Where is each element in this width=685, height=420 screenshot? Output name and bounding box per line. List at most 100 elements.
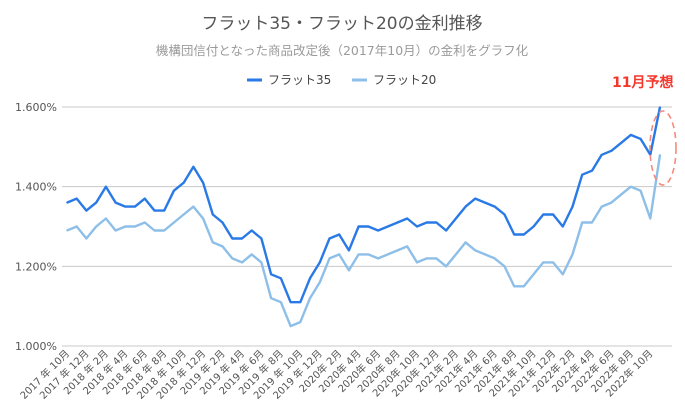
data-point [581, 221, 584, 224]
data-point [630, 185, 632, 188]
data-point [571, 205, 574, 208]
data-point [532, 273, 535, 276]
data-point [591, 169, 593, 172]
legend: フラット35 フラット20 [247, 73, 436, 87]
data-point [212, 213, 214, 216]
data-point [542, 261, 545, 264]
data-point [581, 173, 584, 176]
data-point [338, 233, 340, 236]
data-point [445, 229, 447, 232]
data-point [503, 265, 506, 268]
data-point [231, 237, 234, 240]
legend-label-flat20: フラット20 [373, 73, 436, 87]
data-point [416, 261, 418, 264]
data-point [289, 301, 292, 303]
data-point [610, 201, 613, 204]
data-point [173, 221, 175, 224]
data-point [299, 321, 302, 323]
data-point [659, 106, 661, 108]
data-point [571, 253, 574, 256]
data-point [639, 189, 642, 192]
data-point [260, 261, 263, 264]
y-tick-label: 1.000% [15, 340, 57, 353]
data-point [212, 241, 214, 244]
data-point [484, 201, 486, 204]
data-point [328, 257, 331, 260]
data-point [163, 229, 166, 232]
data-point [367, 225, 370, 228]
data-point [85, 209, 88, 212]
data-point [659, 154, 661, 156]
data-point [66, 201, 68, 204]
data-point [318, 281, 321, 284]
data-point [455, 253, 457, 256]
data-point [221, 245, 224, 248]
data-point [464, 241, 467, 244]
data-point [114, 201, 117, 204]
data-point [377, 257, 379, 260]
data-point [620, 193, 622, 196]
data-point [649, 217, 652, 220]
data-point [66, 229, 68, 232]
data-point [143, 197, 146, 200]
data-point [552, 213, 554, 216]
data-point [221, 221, 224, 224]
data-point [416, 225, 418, 228]
data-point [367, 253, 370, 256]
data-point [396, 249, 399, 252]
data-point [561, 225, 564, 228]
data-point [85, 237, 88, 240]
data-point [95, 225, 97, 228]
data-point [348, 269, 350, 272]
data-point [153, 229, 156, 232]
data-point [309, 297, 311, 300]
data-point [503, 213, 506, 216]
data-point [630, 134, 632, 136]
data-point [435, 257, 438, 260]
data-point [75, 225, 78, 228]
data-point [182, 181, 185, 184]
annotation-label: 11月予想 [612, 74, 673, 91]
data-point [182, 213, 185, 216]
data-point [173, 189, 175, 192]
chart-title: フラット35・フラット20の金利推移 [201, 14, 482, 34]
data-point [105, 185, 107, 188]
data-point [464, 205, 467, 208]
chart-subtitle: 機構団信付となった商品改定後（2017年10月）の金利をグラフ化 [156, 43, 529, 58]
data-point [241, 261, 243, 264]
data-point [425, 221, 428, 224]
data-point [561, 273, 564, 276]
data-point [493, 257, 496, 260]
data-point [75, 197, 78, 200]
data-point [260, 237, 263, 240]
data-point [124, 205, 127, 208]
annotation-ellipse [649, 110, 677, 186]
data-point [270, 273, 272, 276]
data-point [532, 225, 535, 228]
data-point [318, 261, 321, 264]
data-point [523, 285, 525, 288]
data-point [163, 209, 166, 212]
data-point [289, 325, 292, 327]
data-point [143, 221, 146, 224]
data-point [328, 237, 331, 240]
data-point [542, 213, 545, 216]
data-point [474, 249, 477, 252]
data-point [445, 265, 447, 268]
data-point [153, 209, 156, 212]
data-point [280, 301, 282, 303]
data-point [513, 285, 515, 288]
data-point [639, 138, 642, 140]
data-point [357, 225, 360, 228]
data-point [552, 261, 554, 264]
data-point [231, 257, 234, 260]
data-point [600, 205, 603, 208]
data-point [406, 217, 409, 220]
data-point [474, 197, 477, 200]
legend-label-flat35: フラット35 [268, 73, 331, 87]
series-line-flat35 [66, 106, 662, 304]
data-point [105, 217, 107, 220]
data-point [455, 217, 457, 220]
data-point [192, 205, 195, 208]
